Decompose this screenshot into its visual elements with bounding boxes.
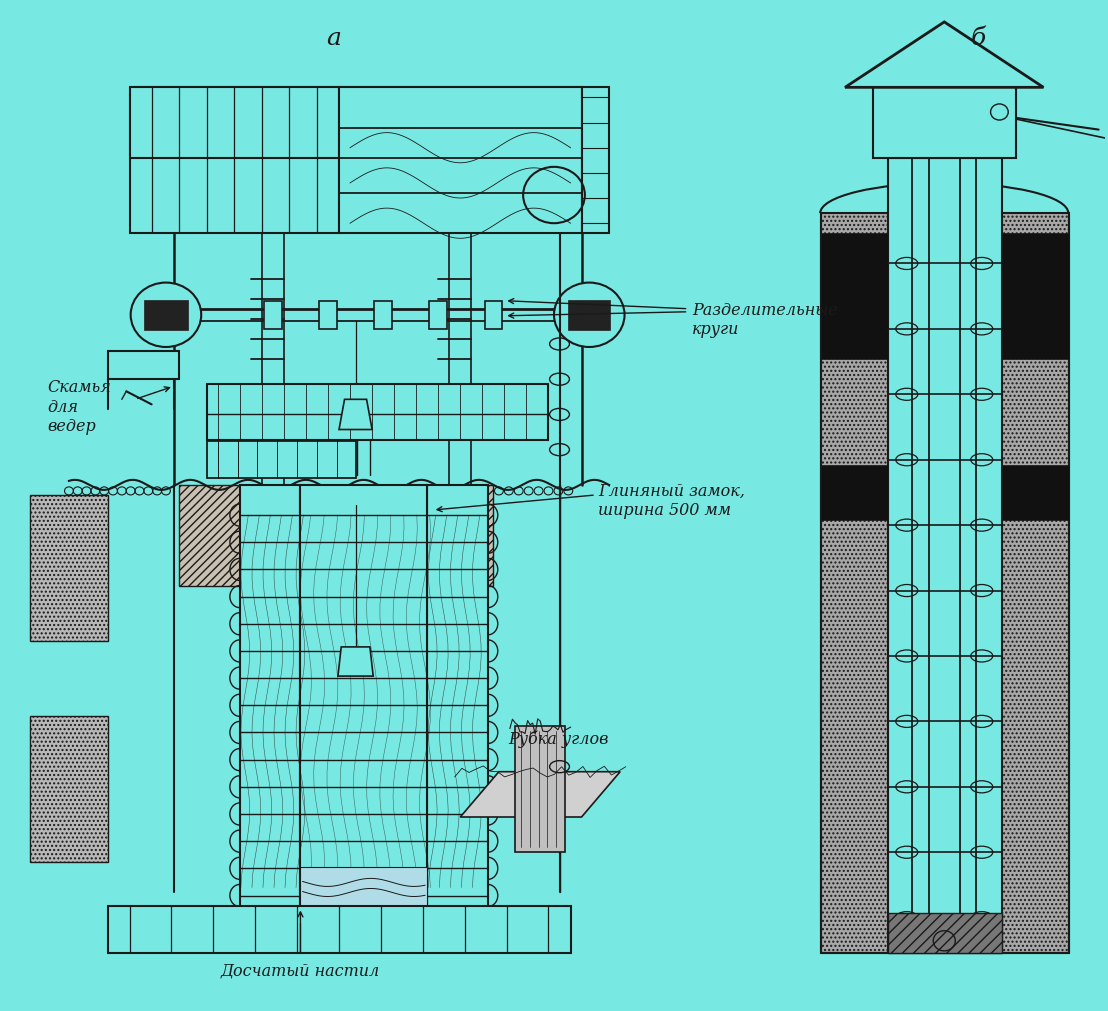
Polygon shape <box>515 727 565 852</box>
Bar <box>30 495 107 641</box>
Polygon shape <box>338 647 373 676</box>
Polygon shape <box>460 772 620 817</box>
Circle shape <box>991 105 1008 121</box>
Bar <box>568 300 611 331</box>
Bar <box>1002 465 1069 521</box>
Bar <box>339 88 582 234</box>
Circle shape <box>554 283 625 348</box>
Bar <box>1002 234 1069 360</box>
Bar <box>144 300 188 331</box>
Bar <box>821 214 1069 953</box>
Bar <box>821 234 888 360</box>
Bar <box>30 717 107 862</box>
Bar <box>375 301 392 330</box>
Bar <box>484 301 502 330</box>
Text: Скамья
для
ведер: Скамья для ведер <box>47 379 111 435</box>
Bar <box>207 385 548 440</box>
Text: б: б <box>971 26 986 50</box>
Text: Рубка углов: Рубка углов <box>509 730 608 747</box>
Polygon shape <box>845 23 1044 88</box>
Bar <box>107 352 179 380</box>
Bar <box>319 301 337 330</box>
Bar <box>107 906 571 953</box>
Polygon shape <box>179 485 239 586</box>
Bar <box>207 441 356 478</box>
Text: Досчатый настил: Досчатый настил <box>220 961 380 979</box>
Bar <box>300 485 428 908</box>
Bar <box>430 301 447 330</box>
Polygon shape <box>339 400 372 430</box>
Text: Разделительные
круги: Разделительные круги <box>691 301 838 338</box>
Bar <box>888 913 1002 953</box>
Bar <box>888 159 1002 953</box>
Text: а: а <box>326 26 341 50</box>
Bar <box>428 485 488 908</box>
Bar <box>821 465 888 521</box>
Bar <box>130 88 339 234</box>
Bar <box>300 867 428 908</box>
Bar <box>582 88 609 234</box>
Polygon shape <box>433 485 493 586</box>
Bar <box>239 485 300 908</box>
Circle shape <box>131 283 202 348</box>
Text: Глиняный замок,
ширина 500 мм: Глиняный замок, ширина 500 мм <box>598 482 745 519</box>
Bar <box>264 301 281 330</box>
Bar <box>873 88 1016 159</box>
